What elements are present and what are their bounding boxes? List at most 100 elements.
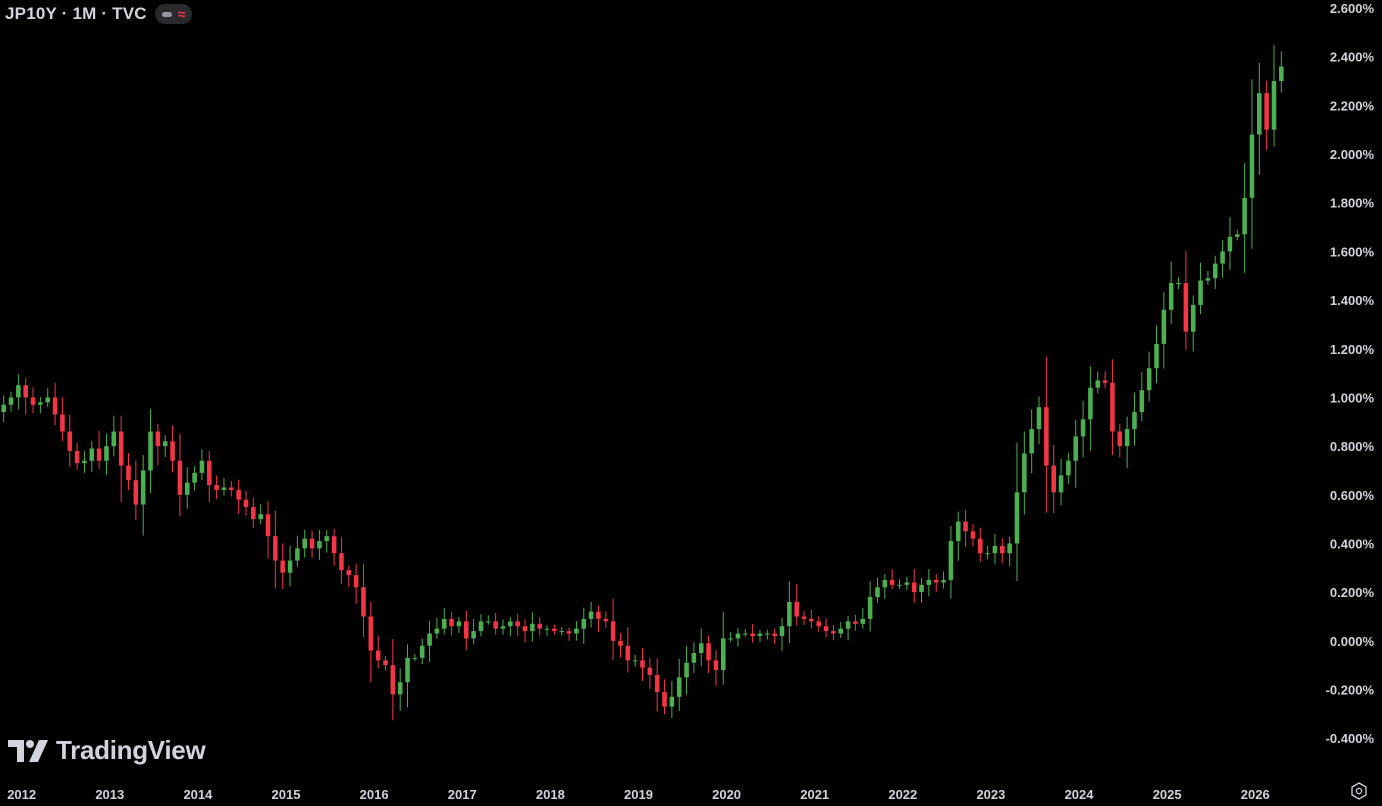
candle-down[interactable]	[772, 633, 777, 636]
candle-up[interactable]	[397, 682, 403, 695]
candle-down[interactable]	[1102, 380, 1108, 383]
candle-up[interactable]	[1073, 436, 1079, 461]
candle-down[interactable]	[823, 626, 829, 632]
candle-up[interactable]	[1212, 263, 1218, 279]
candle-up[interactable]	[676, 677, 682, 697]
candle-down[interactable]	[537, 623, 542, 629]
candle-up[interactable]	[82, 460, 87, 464]
candle-up[interactable]	[728, 638, 733, 640]
indicator-visibility-icon[interactable]	[161, 11, 172, 17]
candle-down[interactable]	[610, 621, 616, 641]
candle-down[interactable]	[96, 448, 102, 461]
candle-up[interactable]	[1227, 236, 1233, 252]
candle-down[interactable]	[23, 385, 28, 398]
candle-down[interactable]	[449, 618, 454, 627]
candle-up[interactable]	[1198, 280, 1203, 305]
candle-up[interactable]	[104, 446, 109, 461]
candle-up[interactable]	[486, 621, 491, 623]
candle-down[interactable]	[74, 450, 80, 464]
candle-up[interactable]	[412, 657, 418, 659]
candle-up[interactable]	[1, 404, 6, 413]
candle-down[interactable]	[463, 621, 469, 639]
candle-up[interactable]	[875, 587, 880, 598]
candle-up[interactable]	[1205, 278, 1211, 281]
candle-down[interactable]	[801, 616, 807, 619]
candle-up[interactable]	[530, 623, 535, 632]
candle-up[interactable]	[1161, 309, 1167, 344]
candle-up[interactable]	[1095, 380, 1101, 388]
candle-up[interactable]	[588, 611, 594, 619]
candle-up[interactable]	[1154, 343, 1159, 369]
candle-down[interactable]	[603, 618, 609, 622]
candle-up[interactable]	[669, 696, 675, 707]
candle-up[interactable]	[845, 621, 851, 629]
candle-down[interactable]	[1117, 431, 1123, 447]
candle-down[interactable]	[375, 650, 381, 661]
candle-down[interactable]	[309, 538, 315, 549]
candle-down[interactable]	[566, 631, 572, 634]
candle-up[interactable]	[1176, 283, 1181, 285]
candle-down[interactable]	[30, 397, 36, 405]
indicator-toggle-pill[interactable]: ≈	[154, 4, 193, 24]
candle-up[interactable]	[221, 487, 227, 490]
candle-up[interactable]	[471, 631, 476, 639]
candle-up[interactable]	[1220, 251, 1225, 264]
candle-down[interactable]	[155, 431, 161, 447]
candle-down[interactable]	[552, 628, 557, 632]
candle-down[interactable]	[229, 487, 234, 490]
candle-up[interactable]	[757, 633, 763, 636]
candle-up[interactable]	[1058, 475, 1064, 493]
candle-up[interactable]	[1234, 234, 1240, 237]
candle-down[interactable]	[889, 579, 895, 585]
candle-up[interactable]	[574, 628, 579, 634]
candle-down[interactable]	[339, 553, 344, 571]
candle-down[interactable]	[60, 414, 65, 432]
candle-up[interactable]	[1007, 543, 1012, 554]
candle-down[interactable]	[353, 575, 359, 588]
candle-up[interactable]	[684, 662, 689, 678]
candle-up[interactable]	[258, 514, 263, 520]
candle-down[interactable]	[816, 621, 822, 627]
candle-up[interactable]	[111, 431, 117, 447]
candle-up[interactable]	[779, 626, 785, 636]
candle-down[interactable]	[809, 618, 814, 622]
candle-up[interactable]	[838, 628, 844, 634]
candle-up[interactable]	[8, 397, 14, 405]
candle-up[interactable]	[148, 431, 153, 471]
candle-down[interactable]	[647, 667, 653, 675]
candle-up[interactable]	[434, 628, 440, 634]
candle-up[interactable]	[743, 633, 748, 635]
candle-down[interactable]	[206, 460, 212, 486]
candle-down[interactable]	[1183, 283, 1189, 332]
candle-up[interactable]	[1257, 93, 1262, 135]
candle-up[interactable]	[317, 541, 322, 549]
candle-up[interactable]	[192, 472, 197, 483]
candle-down[interactable]	[280, 560, 285, 573]
candle-up[interactable]	[860, 618, 866, 624]
candle-down[interactable]	[214, 485, 219, 490]
candle-up[interactable]	[897, 584, 902, 586]
candle-down[interactable]	[126, 465, 131, 481]
candle-up[interactable]	[1014, 492, 1020, 544]
candle-down[interactable]	[750, 633, 755, 636]
candle-down[interactable]	[361, 587, 366, 617]
candle-up[interactable]	[948, 541, 954, 580]
candle-down[interactable]	[170, 441, 175, 461]
candle-down[interactable]	[1264, 93, 1269, 130]
candle-up[interactable]	[955, 521, 961, 542]
candle-up[interactable]	[787, 601, 792, 627]
chart-settings-icon[interactable]	[1350, 782, 1368, 800]
symbol-title[interactable]: JP10Y · 1M · TVC	[5, 4, 147, 23]
candle-up[interactable]	[1132, 412, 1137, 430]
candle-up[interactable]	[882, 579, 888, 588]
candle-up[interactable]	[162, 441, 168, 447]
tradingview-watermark[interactable]: TradingView	[8, 735, 206, 766]
candle-up[interactable]	[16, 385, 21, 398]
candle-down[interactable]	[911, 582, 917, 593]
candle-up[interactable]	[581, 618, 587, 629]
candle-up[interactable]	[456, 621, 462, 627]
candle-down[interactable]	[522, 626, 528, 632]
candle-down[interactable]	[368, 616, 374, 651]
candle-down[interactable]	[67, 431, 73, 451]
